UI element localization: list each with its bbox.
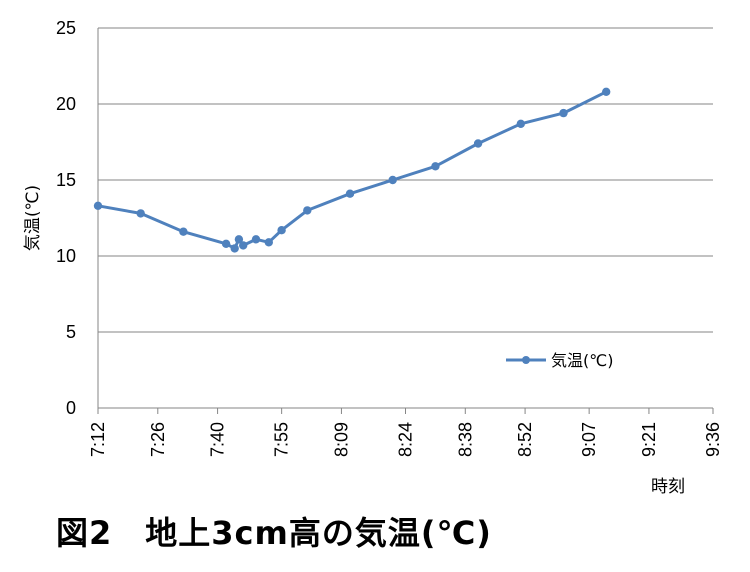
data-point [602,87,611,97]
x-tick-label: 9:07 [579,422,599,457]
legend: 気温(℃) [506,351,613,370]
x-tick-label: 7:26 [148,422,168,457]
y-tick-label: 10 [56,246,76,266]
data-point [303,206,312,215]
x-axis-title: 時刻 [651,477,685,497]
legend-label: 気温(℃) [551,351,613,370]
data-point [264,238,273,247]
y-tick-label: 15 [56,170,76,190]
data-point [345,189,355,198]
data-point [431,162,440,171]
x-tick-label: 8:52 [515,422,535,457]
data-point [388,175,397,185]
x-tick-label: 7:40 [208,422,228,457]
data-point [136,209,145,218]
data-point [516,119,525,128]
x-tick-labels: 7:12 7:26 7:40 7:55 8:09 8:24 8:38 8:52 9:07 9:21… [88,422,723,457]
line-chart: 0 5 10 15 20 25 7:12 7:26 7:40 7:55 8:09 8:24 8:38 8… [23,18,723,497]
x-tick-label: 9:36 [703,422,723,457]
x-tick-label: 8:38 [455,422,475,457]
data-point [230,244,239,253]
series-temperature [93,87,611,253]
data-point [239,241,248,250]
data-point [277,226,286,235]
data-point [473,139,483,148]
data-point [221,239,231,248]
axes [97,28,714,414]
y-tick-label: 5 [66,322,76,342]
x-tick-label: 9:21 [639,422,659,457]
y-tick-label: 20 [56,94,76,114]
y-tick-labels: 0 5 10 15 20 25 [56,18,76,418]
data-point [251,235,261,244]
x-tick-label: 7:12 [88,422,108,457]
y-axis-title: 気温(℃) [23,185,43,251]
data-point [93,201,103,210]
data-point [179,227,188,236]
legend-marker [522,356,530,364]
series-line [97,90,607,250]
x-tick-label: 8:24 [396,422,416,457]
x-tick-label: 7:55 [272,422,292,457]
y-tick-label: 25 [56,18,76,38]
data-point [234,235,244,244]
y-tick-label: 0 [66,398,76,418]
data-point [559,108,568,118]
figure-caption: 図2 地上3cm高の気温(℃) [56,514,492,552]
gridlines [98,27,713,333]
x-tick-label: 8:09 [331,422,351,457]
